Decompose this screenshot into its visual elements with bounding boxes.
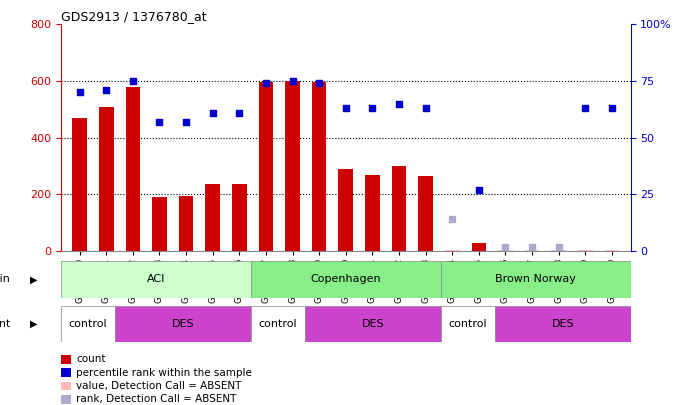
Bar: [125, 87, 140, 251]
Point: [394, 100, 405, 107]
Bar: [471, 243, 486, 251]
Text: value, Detection Call = ABSENT: value, Detection Call = ABSENT: [76, 381, 241, 391]
Bar: [251, 261, 441, 298]
Point: [500, 243, 511, 250]
Text: DES: DES: [551, 319, 574, 329]
Text: ▶: ▶: [30, 319, 38, 329]
Point: [367, 105, 378, 111]
Bar: [115, 306, 251, 342]
Text: DES: DES: [361, 319, 384, 329]
Point: [74, 89, 85, 96]
Bar: [498, 249, 513, 251]
Bar: [365, 175, 380, 251]
Bar: [418, 176, 433, 251]
Text: count: count: [76, 354, 106, 364]
Bar: [551, 249, 566, 251]
Text: GDS2913 / 1376780_at: GDS2913 / 1376780_at: [61, 10, 207, 23]
Bar: [73, 118, 87, 251]
Bar: [338, 169, 353, 251]
Point: [314, 80, 325, 87]
Bar: [152, 197, 167, 251]
Bar: [605, 249, 619, 251]
Point: [553, 243, 564, 250]
Bar: [61, 306, 115, 342]
Bar: [441, 306, 495, 342]
Point: [234, 109, 245, 116]
Bar: [495, 306, 631, 342]
Point: [527, 243, 538, 250]
Point: [260, 80, 271, 87]
Bar: [285, 81, 300, 251]
Bar: [205, 185, 220, 251]
Point: [154, 119, 165, 125]
Bar: [258, 83, 273, 251]
Text: Brown Norway: Brown Norway: [495, 275, 576, 284]
Text: ▶: ▶: [30, 275, 38, 284]
Point: [473, 187, 484, 193]
Point: [420, 105, 431, 111]
Point: [607, 105, 618, 111]
Text: DES: DES: [172, 319, 195, 329]
Point: [340, 105, 351, 111]
Bar: [392, 166, 406, 251]
Bar: [525, 249, 540, 251]
Bar: [61, 261, 251, 298]
Bar: [99, 107, 114, 251]
Point: [101, 87, 112, 93]
Text: rank, Detection Call = ABSENT: rank, Detection Call = ABSENT: [76, 394, 237, 404]
Text: control: control: [259, 319, 297, 329]
Text: control: control: [449, 319, 487, 329]
Text: ACI: ACI: [146, 275, 165, 284]
Bar: [232, 185, 247, 251]
Bar: [305, 306, 441, 342]
Point: [580, 105, 591, 111]
Text: percentile rank within the sample: percentile rank within the sample: [76, 368, 252, 377]
Text: strain: strain: [0, 275, 14, 284]
Bar: [578, 249, 593, 251]
Bar: [179, 196, 193, 251]
Point: [447, 216, 458, 223]
Point: [207, 109, 218, 116]
Text: Copenhagen: Copenhagen: [311, 275, 381, 284]
Bar: [441, 261, 631, 298]
Bar: [251, 306, 305, 342]
Text: control: control: [69, 319, 107, 329]
Point: [127, 78, 138, 84]
Bar: [445, 249, 460, 251]
Bar: [312, 83, 327, 251]
Point: [287, 78, 298, 84]
Point: [180, 119, 191, 125]
Text: agent: agent: [0, 319, 14, 329]
